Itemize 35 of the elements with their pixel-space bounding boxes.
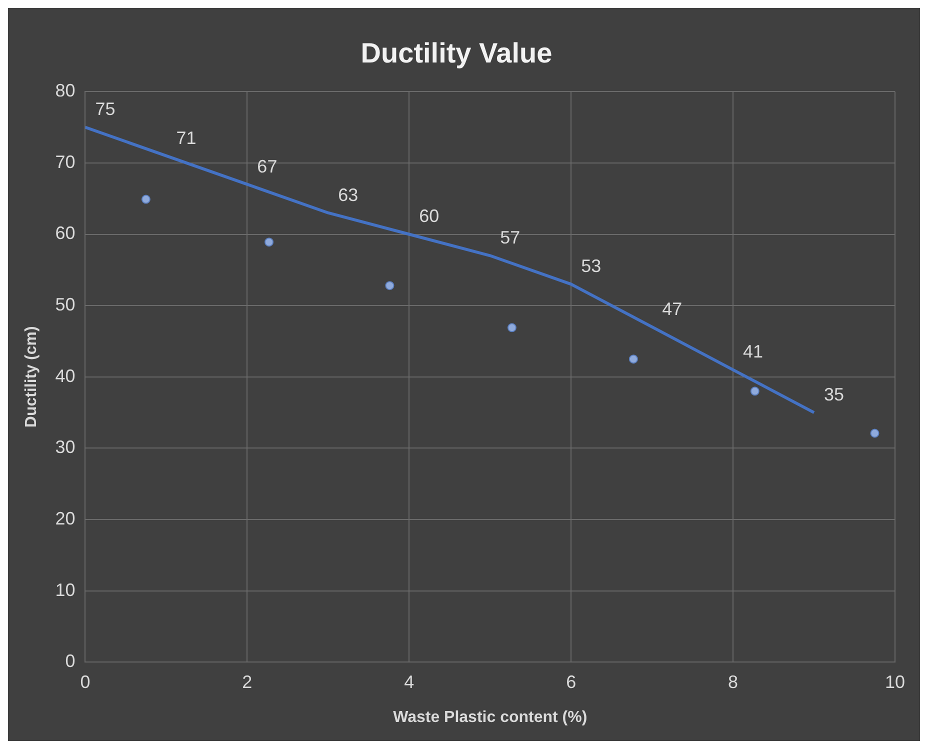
point — [507, 323, 516, 332]
data-label: 71 — [176, 128, 196, 148]
y-axis-title: Ductility (cm) — [23, 326, 40, 428]
y-tick-label: 0 — [65, 651, 76, 672]
x-tick-label: 4 — [404, 672, 414, 692]
data-label: 63 — [338, 184, 358, 205]
point — [870, 428, 880, 438]
point — [264, 238, 274, 247]
x-axis-title: Waste Plastic content (%) — [393, 708, 588, 726]
y-tick-label: 60 — [55, 223, 76, 244]
point — [628, 354, 638, 364]
x-tick-label: 8 — [728, 672, 738, 692]
x-tick-label: 10 — [884, 672, 906, 692]
y-tick-label: 50 — [55, 294, 76, 315]
point — [750, 386, 760, 396]
data-label: 67 — [257, 156, 278, 176]
data-label: 41 — [743, 342, 764, 362]
x-tick-label: 2 — [242, 672, 252, 692]
y-tick-label: 30 — [55, 437, 76, 458]
data-label: 60 — [419, 206, 440, 226]
chart-title: Ductility Value — [360, 38, 552, 69]
data-label: 57 — [500, 228, 520, 248]
data-label: 47 — [662, 298, 682, 319]
y-tick-label: 70 — [55, 152, 76, 172]
x-tick-label: 6 — [566, 672, 576, 692]
data-label: 35 — [824, 384, 844, 405]
y-tick-label: 40 — [55, 366, 76, 386]
y-tick-label: 10 — [55, 580, 76, 600]
x-tick-label: 0 — [80, 672, 90, 692]
point — [385, 281, 394, 290]
data-label: 75 — [95, 99, 116, 120]
y-tick-label: 80 — [55, 80, 76, 101]
y-tick-label: 20 — [55, 508, 76, 529]
data-label: 53 — [581, 256, 602, 276]
point — [141, 194, 150, 204]
